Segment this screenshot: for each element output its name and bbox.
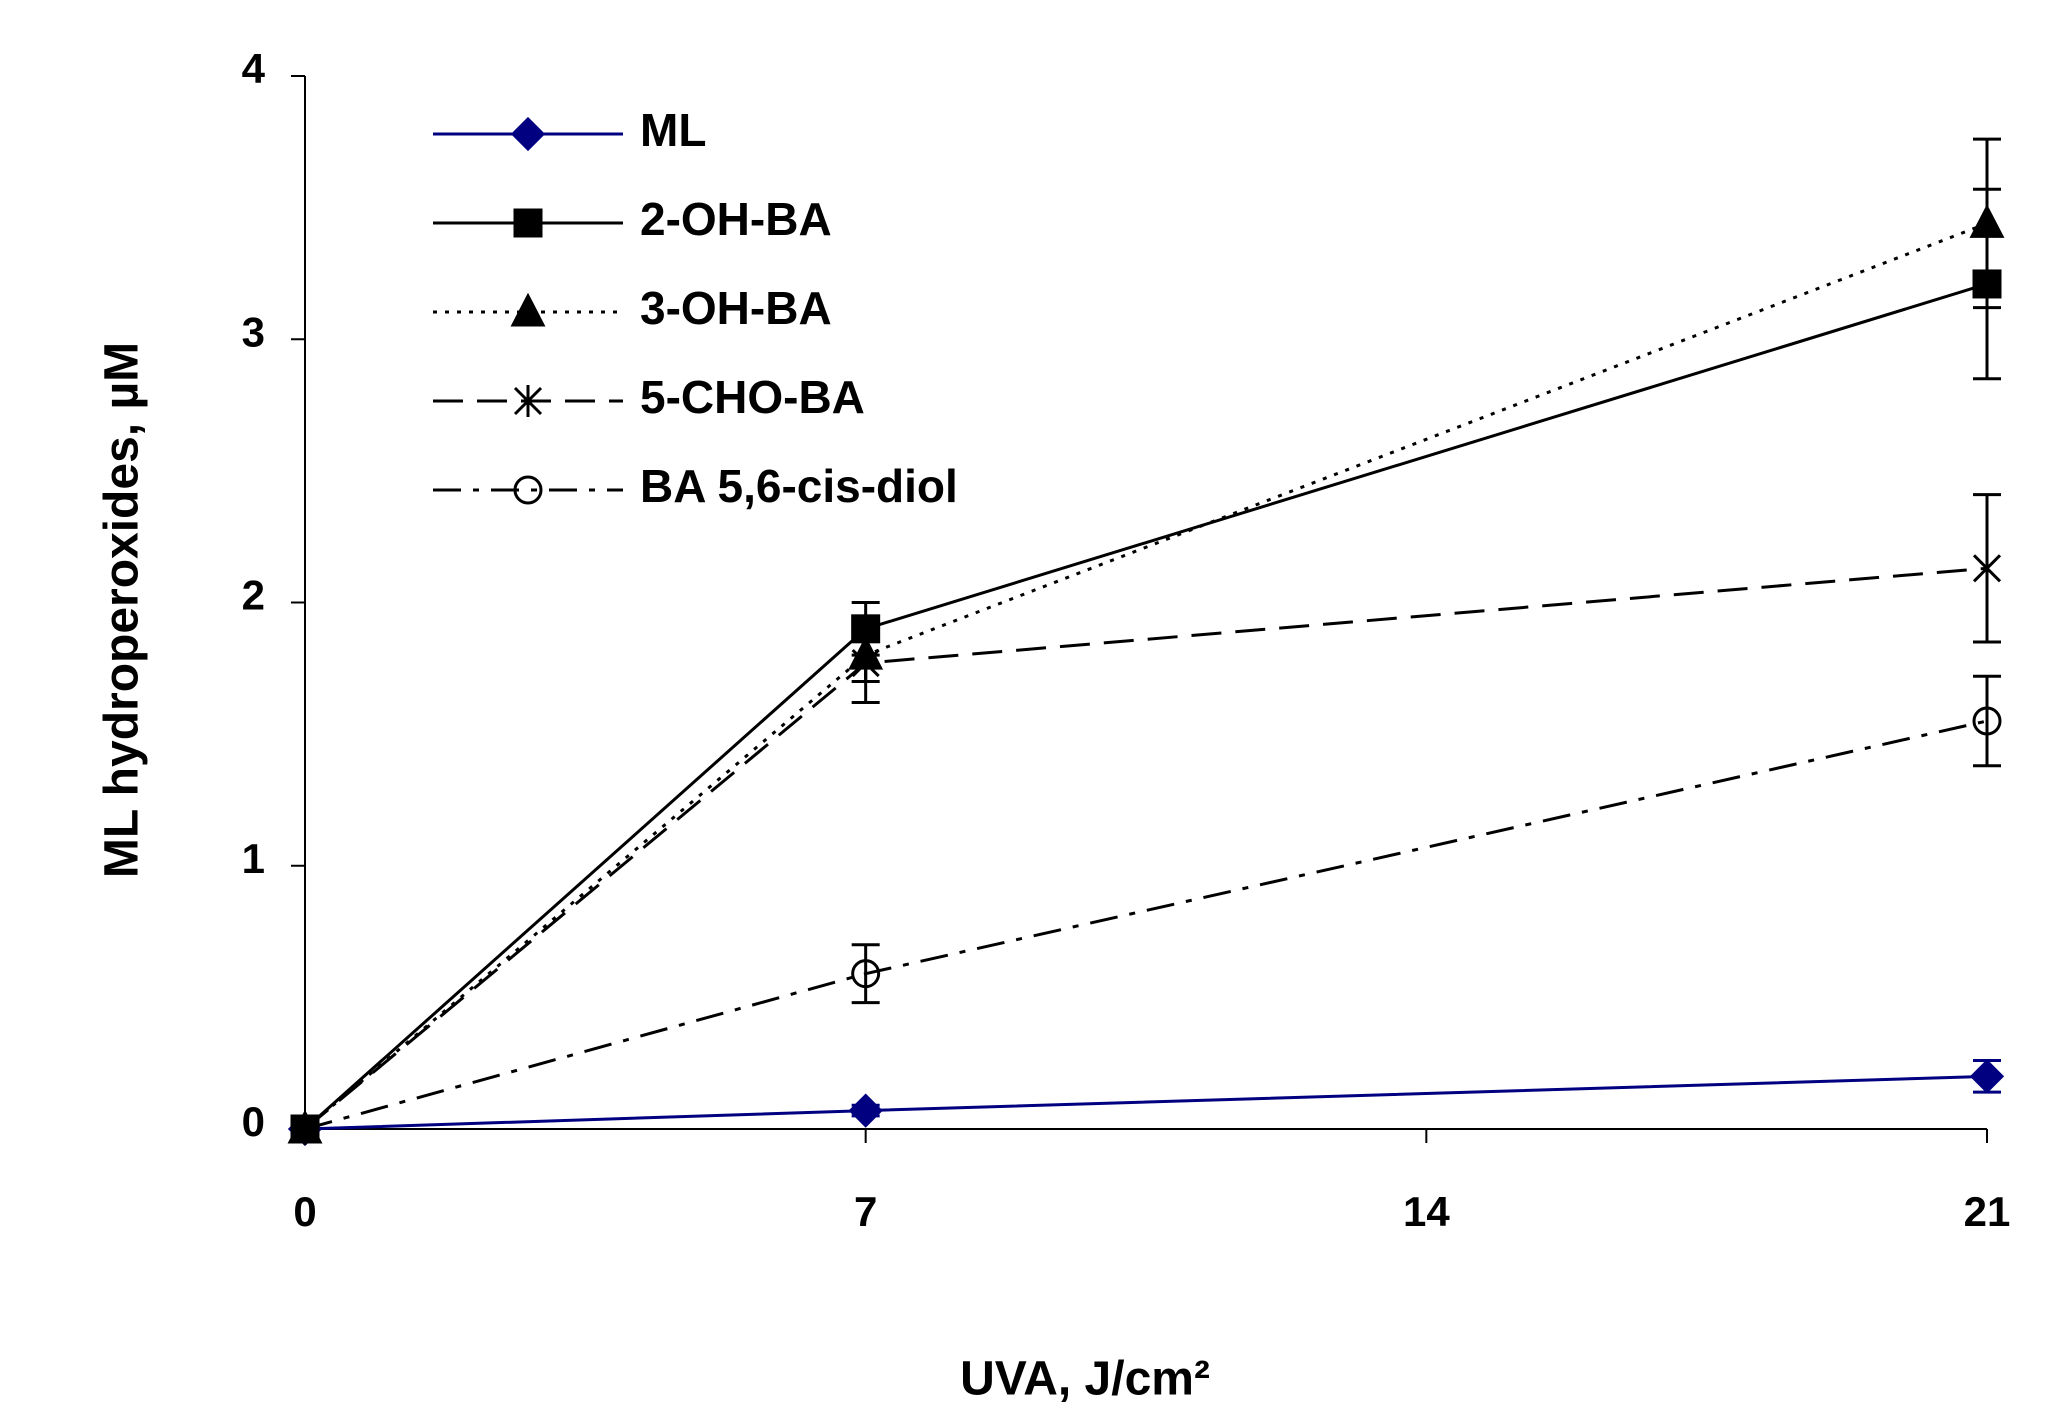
series-line [304,719,1988,1131]
legend-marker [513,385,543,417]
x-tick-label: 7 [854,1188,877,1235]
series-line [304,222,1988,1131]
legend-marker [513,475,543,505]
y-tick-label: 3 [242,308,265,355]
series-line [304,282,1988,1131]
data-point [1969,1059,2005,1094]
data-point [851,647,880,680]
data-point [1972,706,2002,736]
x-tick-label: 0 [293,1188,316,1235]
legend-label: ML [640,104,706,156]
data-point [1969,204,2005,238]
x-tick-label: 21 [1964,1188,2011,1235]
x-axis-label: UVA, J/cm² [960,1353,1210,1406]
legend-marker [510,116,546,152]
error-bar [1973,674,2001,768]
legend-label: 2-OH-BA [640,193,832,245]
data-point [1972,552,2002,585]
legend-marker [513,208,543,238]
y-tick-label: 4 [242,45,266,92]
series-line [304,1074,1988,1131]
legend-label: BA 5,6-cis-diol [640,460,958,512]
data-point [290,1114,320,1144]
y-tick-label: 2 [242,572,265,619]
y-tick-label: 0 [242,1098,265,1145]
legend-label: 5-CHO-BA [640,371,865,423]
legend-label: 3-OH-BA [640,282,832,334]
series-line [304,566,1988,1131]
x-tick-label: 14 [1403,1188,1450,1235]
y-tick-label: 1 [242,835,265,882]
data-point [848,1093,883,1128]
data-point [851,959,881,989]
legend-marker [510,292,546,327]
y-axis-label: ML hydroperoxides, µM [96,342,149,878]
